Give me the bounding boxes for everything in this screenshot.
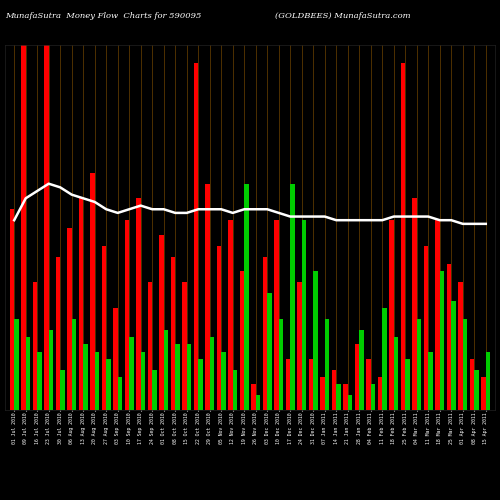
Bar (14, 319, 18, 410)
Bar (482, 377, 486, 410)
Bar (244, 184, 248, 410)
Bar (344, 384, 348, 410)
Bar (412, 198, 417, 410)
Bar (232, 370, 237, 410)
Bar (221, 352, 226, 410)
Bar (79, 198, 83, 410)
Bar (256, 396, 260, 410)
Bar (125, 220, 129, 410)
Bar (90, 173, 94, 410)
Bar (228, 220, 232, 410)
Bar (152, 370, 156, 410)
Bar (279, 319, 283, 410)
Bar (348, 396, 352, 410)
Bar (10, 209, 14, 410)
Bar (83, 344, 87, 410)
Bar (182, 282, 186, 410)
Bar (171, 256, 175, 410)
Bar (452, 300, 456, 410)
Bar (136, 198, 140, 410)
Bar (37, 352, 42, 410)
Bar (286, 359, 290, 410)
Bar (56, 256, 60, 410)
Bar (140, 352, 145, 410)
Bar (60, 370, 64, 410)
Bar (72, 319, 76, 410)
Bar (424, 246, 428, 410)
Bar (428, 352, 432, 410)
Bar (44, 45, 48, 410)
Bar (463, 319, 467, 410)
Bar (314, 272, 318, 410)
Bar (320, 377, 325, 410)
Bar (336, 384, 340, 410)
Bar (440, 272, 444, 410)
Bar (382, 308, 386, 410)
Bar (458, 282, 463, 410)
Bar (68, 228, 71, 410)
Bar (206, 184, 210, 410)
Bar (355, 344, 360, 410)
Bar (186, 344, 191, 410)
Bar (371, 384, 375, 410)
Bar (252, 384, 256, 410)
Bar (394, 337, 398, 410)
Bar (129, 337, 134, 410)
Bar (148, 282, 152, 410)
Bar (48, 330, 53, 410)
Bar (33, 282, 37, 410)
Bar (436, 220, 440, 410)
Bar (268, 293, 272, 410)
Bar (164, 330, 168, 410)
Bar (217, 246, 221, 410)
Bar (274, 220, 279, 410)
Bar (401, 63, 406, 410)
Bar (417, 319, 421, 410)
Bar (194, 63, 198, 410)
Bar (118, 377, 122, 410)
Bar (474, 370, 478, 410)
Bar (390, 220, 394, 410)
Bar (26, 337, 30, 410)
Bar (309, 359, 314, 410)
Bar (160, 235, 164, 410)
Bar (94, 352, 99, 410)
Bar (102, 246, 106, 410)
Bar (175, 344, 180, 410)
Bar (447, 264, 452, 410)
Bar (378, 377, 382, 410)
Text: (GOLDBEES) MunafaSutra.com: (GOLDBEES) MunafaSutra.com (275, 12, 410, 20)
Bar (360, 330, 364, 410)
Bar (325, 319, 329, 410)
Bar (406, 359, 409, 410)
Bar (263, 256, 268, 410)
Bar (298, 282, 302, 410)
Bar (240, 272, 244, 410)
Bar (198, 359, 202, 410)
Bar (366, 359, 371, 410)
Bar (106, 359, 110, 410)
Bar (290, 184, 294, 410)
Bar (22, 45, 26, 410)
Bar (302, 220, 306, 410)
Bar (470, 359, 474, 410)
Text: MunafaSutra  Money Flow  Charts for 590095: MunafaSutra Money Flow Charts for 590095 (5, 12, 202, 20)
Bar (114, 308, 117, 410)
Bar (486, 352, 490, 410)
Bar (210, 337, 214, 410)
Bar (332, 370, 336, 410)
